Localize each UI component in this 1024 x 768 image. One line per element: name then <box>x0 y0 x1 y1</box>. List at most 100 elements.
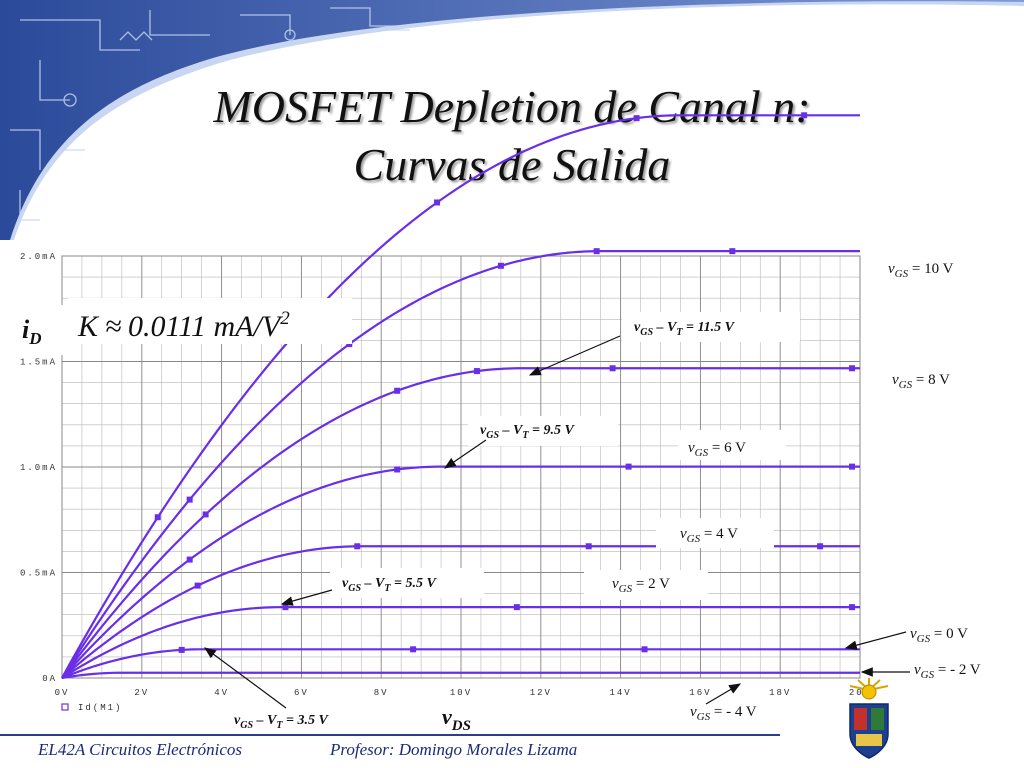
curve-vgs-6 <box>61 367 860 679</box>
title-line-2: Curvas de Salida <box>353 139 671 190</box>
x-axis-label: vDS <box>442 704 471 734</box>
curve-marker <box>346 341 353 348</box>
label-vgs-2: vGS = 2 V <box>612 576 670 595</box>
x-tick-label: 18V <box>769 688 791 698</box>
y-axis-label: iD <box>22 315 42 348</box>
svg-text:vGS = 8 V: vGS = 8 V <box>892 372 950 391</box>
curve-marker <box>202 511 209 518</box>
curve-marker <box>394 466 401 473</box>
svg-text:vGS = 6 V: vGS = 6 V <box>688 440 746 459</box>
curve-marker <box>849 365 856 372</box>
curve-marker <box>497 262 504 269</box>
annotation-5-5: vGS – VT = 5.5 V <box>342 576 437 594</box>
k-label-box <box>68 298 352 344</box>
overdrive-annotations: vGS – VT = 11.5 V vGS – VT = 9.5 V vGS –… <box>234 312 800 731</box>
annotation-arrows <box>204 335 910 709</box>
legend-marker <box>61 703 69 711</box>
y-tick-labels: 0A 0.5mA 1.0mA 1.5mA 2.0mA <box>20 252 57 684</box>
x-tick-label: 4V <box>214 688 229 698</box>
arrow-11-5 <box>528 335 621 376</box>
curve-vgs-8 <box>61 250 860 679</box>
svg-text:vGS = 10 V: vGS = 10 V <box>888 261 954 280</box>
curve-marker <box>849 604 856 611</box>
curve-vgs-minus-2 <box>61 648 860 680</box>
annotation-11-5: vGS – VT = 11.5 V <box>634 320 736 338</box>
x-tick-label: 6V <box>294 688 309 698</box>
svg-text:vGS = 4 V: vGS = 4 V <box>680 526 738 545</box>
y-tick-label: 0.5mA <box>20 569 57 579</box>
y-tick-label: 0A <box>42 674 57 684</box>
curve-marker <box>585 543 592 550</box>
x-tick-label: 0V <box>55 688 70 698</box>
x-tick-label: 2V <box>134 688 149 698</box>
footer-professor: Profesor: Domingo Morales Lizama <box>330 740 578 759</box>
x-tick-label: 8V <box>374 688 389 698</box>
label-vgs-0: vGS = 0 V <box>910 626 968 645</box>
x-tick-labels: 0V 2V 4V 6V 8V 10V 12V 14V 16V 18V 20V <box>55 688 871 698</box>
curve-marker <box>410 646 417 653</box>
arrow-vgs-0 <box>844 631 907 650</box>
x-tick-label: 14V <box>609 688 631 698</box>
label-vgs-10: vGS = 10 V <box>888 261 954 280</box>
curve-marker <box>434 199 441 206</box>
x-tick-label: 12V <box>530 688 552 698</box>
title-line-1: MOSFET Depletion de Canal n: <box>213 81 811 132</box>
curve-marker <box>817 543 824 550</box>
x-tick-label: 10V <box>450 688 472 698</box>
markers <box>154 112 856 653</box>
curve-marker <box>625 463 632 470</box>
curve-marker <box>729 248 736 255</box>
curve-vgs-minus-4 <box>61 671 860 680</box>
y-tick-label: 2.0mA <box>20 252 57 262</box>
arrow-9-5 <box>444 439 487 469</box>
label-vgs-minus-2: vGS = - 2 V <box>914 662 981 681</box>
arrow-3-5 <box>204 647 287 709</box>
curve-marker <box>186 556 193 563</box>
svg-text:vGS = 0 V: vGS = 0 V <box>910 626 968 645</box>
k-constant-label: K ≈0.0111 mA/V2 <box>77 308 290 343</box>
header-decoration <box>0 0 1024 241</box>
svg-text:vGS = - 2 V: vGS = - 2 V <box>914 662 981 681</box>
y-tick-label: 1.5mA <box>20 358 57 368</box>
curve-vgs-4 <box>61 465 860 679</box>
curve-marker <box>609 365 616 372</box>
label-vgs-4: vGS = 4 V <box>680 526 738 545</box>
curve-marker <box>186 496 193 503</box>
curve-marker <box>593 248 600 255</box>
footer-course: EL42A Circuitos Electrónicos <box>38 740 242 759</box>
svg-text:vGS – VT = 11.5 V: vGS – VT = 11.5 V <box>634 320 736 338</box>
footer-divider <box>0 734 780 736</box>
svg-text:vGS = 2 V: vGS = 2 V <box>612 576 670 595</box>
curve-marker <box>394 387 401 394</box>
curve-marker <box>641 646 648 653</box>
curve-marker <box>473 368 480 375</box>
arrow-5-5 <box>280 589 333 606</box>
curve-marker <box>513 604 520 611</box>
curve-marker <box>801 112 808 119</box>
x-tick-label: 20V <box>849 688 871 698</box>
svg-text:vGS – VT = 9.5 V: vGS – VT = 9.5 V <box>480 423 575 441</box>
curve-marker <box>633 115 640 122</box>
curve-marker <box>849 463 856 470</box>
label-vgs-8: vGS = 8 V <box>892 372 950 391</box>
annotation-3-5: vGS – VT = 3.5 V <box>234 713 329 731</box>
label-vgs-6: vGS = 6 V <box>688 440 746 459</box>
curve-marker <box>282 604 289 611</box>
svg-text:vGS – VT = 3.5 V: vGS – VT = 3.5 V <box>234 713 329 731</box>
y-label-box <box>10 305 68 355</box>
legend-label: Id(M1) <box>78 703 122 713</box>
slide-title: MOSFET Depletion de Canal n: Curvas de S… <box>0 78 1024 194</box>
svg-text:vGS – VT = 5.5 V: vGS – VT = 5.5 V <box>342 576 437 594</box>
label-vgs-minus-4: vGS = - 4 V <box>690 704 757 723</box>
curve-marker <box>354 543 361 550</box>
curve-vgs-10 <box>61 114 860 679</box>
annotation-9-5: vGS – VT = 9.5 V <box>480 423 575 441</box>
curve-vgs-0 <box>61 606 860 679</box>
curve-labels: vGS = 10 V vGS = 8 V vGS = 6 V vGS = 4 V… <box>584 261 981 723</box>
curve-marker <box>194 582 201 589</box>
arrow-vgs-minus-4 <box>705 683 742 705</box>
university-crest <box>849 678 889 759</box>
x-tick-label: 16V <box>689 688 711 698</box>
curve-marker <box>178 646 185 653</box>
